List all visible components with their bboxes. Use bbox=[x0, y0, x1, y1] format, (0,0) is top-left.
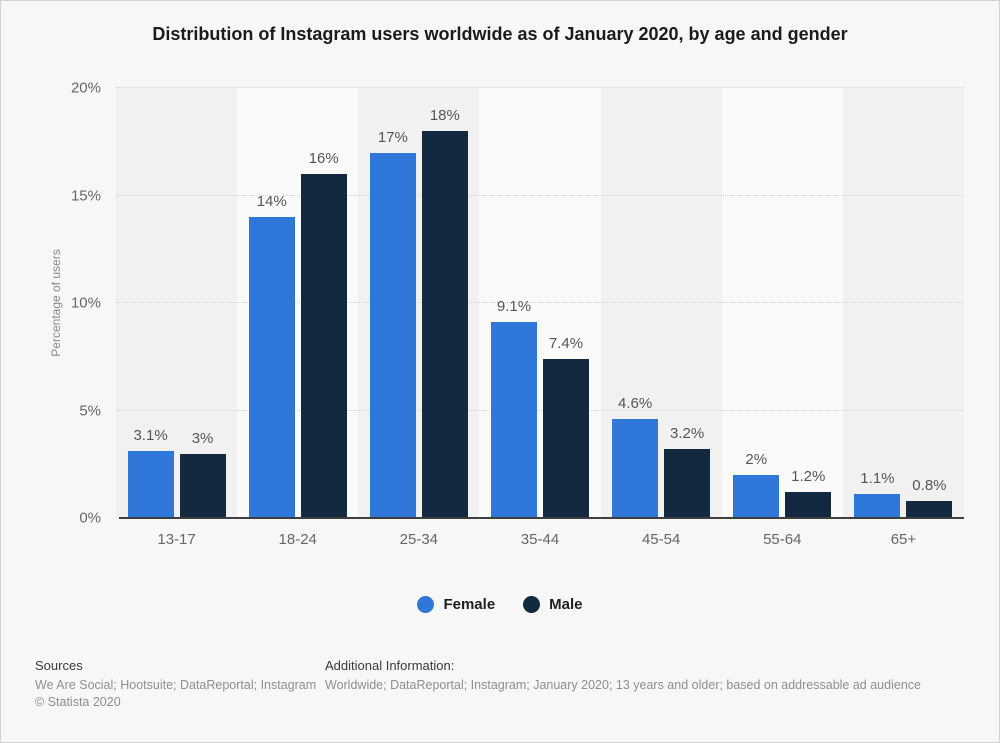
x-tick-label-13-17: 13-17 bbox=[157, 531, 196, 548]
y-tick-label: 20% bbox=[70, 79, 101, 97]
x-axis-line bbox=[119, 517, 964, 519]
sources-text: We Are Social; Hootsuite; DataReportal; … bbox=[35, 678, 317, 692]
plot-area: 3.1% 3% 14% 16% 17% 18% 9.1% 7.4% 4.6% 3.2% 2% 1.2%… bbox=[116, 87, 964, 519]
legend: Female Male bbox=[1, 596, 999, 613]
bar-female-65+: 1.1% bbox=[854, 470, 901, 518]
x-tick-label-55-64: 55-64 bbox=[763, 531, 802, 548]
legend-label: Male bbox=[549, 596, 583, 613]
x-tick-label-25-34: 25-34 bbox=[399, 531, 439, 548]
bar-male-18-24: 16% bbox=[300, 150, 347, 518]
gridline-15% bbox=[116, 194, 964, 196]
value-label: 14% bbox=[256, 193, 287, 210]
legend-item-female: Female bbox=[417, 596, 495, 613]
copyright-text: © Statista 2020 bbox=[35, 695, 121, 709]
sources-heading: Sources bbox=[35, 658, 83, 673]
y-tick-label: 10% bbox=[70, 294, 101, 312]
bar-male-25-34: 18% bbox=[421, 107, 468, 518]
value-label: 16% bbox=[308, 150, 339, 167]
x-tick-label-35-44: 35-44 bbox=[520, 531, 560, 548]
footer-sources: Sources We Are Social; Hootsuite; DataRe… bbox=[35, 658, 325, 711]
additional-info-heading: Additional Information: bbox=[325, 658, 455, 673]
value-label: 1.2% bbox=[791, 468, 826, 486]
x-tick-label-65+: 65+ bbox=[890, 531, 917, 548]
bar-female-13-17: 3.1% bbox=[127, 427, 174, 518]
gridline-10% bbox=[116, 302, 964, 303]
chart-title: Distribution of Instagram users worldwid… bbox=[152, 24, 848, 44]
value-label: 4.6% bbox=[618, 395, 653, 413]
additional-info-text: Worldwide; DataReportal; Instagram; Janu… bbox=[325, 678, 921, 692]
bar-male-55-64: 1.2% bbox=[785, 468, 832, 518]
x-tick-label-18-24: 18-24 bbox=[278, 531, 317, 548]
value-label: 17% bbox=[377, 128, 408, 146]
legend-swatch-male bbox=[523, 596, 541, 613]
plot-band-65+: 1.1% 0.8% bbox=[842, 88, 964, 518]
legend-item-male: Male bbox=[523, 596, 583, 613]
plot-band-35-44: 9.1% 7.4% bbox=[479, 88, 601, 518]
plot-band-18-24: 14% 16% bbox=[237, 88, 359, 518]
bar-female-25-34: 17% bbox=[369, 129, 416, 518]
footer-additional-info: Additional Information: Worldwide; DataR… bbox=[325, 658, 975, 694]
value-label: 0.8% bbox=[912, 476, 947, 494]
gridline-20% bbox=[116, 87, 964, 88]
x-tick-label-45-54: 45-54 bbox=[641, 531, 681, 548]
bar-female-35-44: 9.1% bbox=[490, 298, 537, 518]
legend-label: Female bbox=[443, 596, 496, 613]
y-tick-label: 0% bbox=[79, 509, 101, 527]
bar-male-45-54: 3.2% bbox=[664, 425, 711, 518]
plot-band-55-64: 2% 1.2% bbox=[721, 88, 843, 518]
value-label: 3.1% bbox=[133, 427, 168, 445]
value-label: 18% bbox=[429, 107, 460, 124]
legend-swatch-female bbox=[417, 596, 435, 613]
bar-female-55-64: 2% bbox=[733, 451, 780, 518]
value-label: 3.2% bbox=[670, 425, 705, 443]
bar-female-45-54: 4.6% bbox=[612, 395, 659, 518]
value-label: 2% bbox=[745, 451, 768, 468]
bar-male-13-17: 3% bbox=[179, 430, 226, 518]
gridline-5% bbox=[116, 409, 964, 411]
bar-male-35-44: 7.4% bbox=[542, 335, 589, 518]
plot-band-25-34: 17% 18% bbox=[358, 88, 480, 518]
x-axis-labels: 13-17 18-24 25-34 35-44 45-54 55-64 65+ bbox=[116, 531, 964, 548]
y-tick-label: 15% bbox=[70, 187, 101, 204]
y-tick-label: 5% bbox=[79, 402, 101, 419]
bar-female-18-24: 14% bbox=[248, 193, 295, 518]
plot-band-13-17: 3.1% 3% bbox=[116, 88, 238, 518]
value-label: 9.1% bbox=[496, 298, 532, 316]
plot-band-45-54: 4.6% 3.2% bbox=[600, 88, 722, 518]
plot-bands: 3.1% 3% 14% 16% 17% 18% 9.1% 7.4% 4.6% 3.2% 2% 1.2%… bbox=[116, 88, 964, 518]
value-label: 3% bbox=[191, 429, 214, 447]
value-label: 1.1% bbox=[860, 470, 895, 488]
bar-male-65+: 0.8% bbox=[906, 477, 953, 518]
value-label: 7.4% bbox=[548, 334, 584, 352]
